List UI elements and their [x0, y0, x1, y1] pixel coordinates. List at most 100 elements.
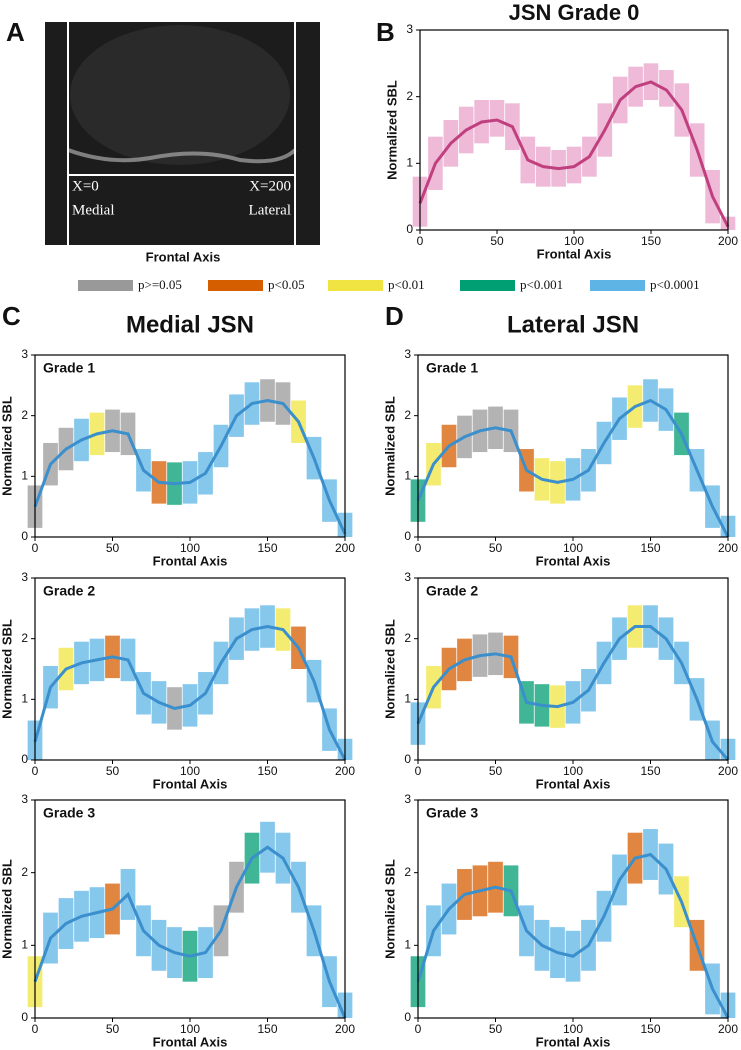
column-title: Lateral JSN	[507, 311, 639, 338]
right-side: Lateral	[249, 202, 291, 218]
legend-label: p>=0.05	[138, 277, 182, 292]
x-axis-label: Frontal Axis	[153, 553, 228, 568]
y-tick-label: 3	[404, 792, 411, 806]
x-tick-label: 0	[32, 1022, 39, 1036]
y-tick-label: 2	[406, 89, 413, 103]
x-axis-label: Frontal Axis	[536, 553, 611, 568]
y-tick-label: 0	[404, 1010, 411, 1024]
y-tick-label: 2	[404, 408, 411, 422]
x-tick-label: 200	[335, 541, 355, 555]
y-axis-label: Normalized SBL	[382, 619, 397, 719]
x-tick-label: 0	[32, 541, 39, 555]
right-x: X=200	[249, 178, 291, 194]
x-tick-label: 150	[641, 234, 661, 248]
chart: 0 1 2 3 0 50 100 150 200 Frontal Axis Normalized S…	[0, 347, 355, 568]
chart-title: Grade 3	[426, 805, 478, 821]
chart: 0 1 2 3 0 50 100 150 200 Frontal Axis Normalized S…	[382, 570, 738, 791]
y-tick-label: 1	[21, 692, 28, 706]
y-tick-label: 3	[404, 347, 411, 361]
y-tick-label: 0	[404, 752, 411, 766]
x-tick-label: 200	[718, 1022, 738, 1036]
median-line	[416, 852, 730, 1019]
y-axis-label: Normalized SBL	[382, 396, 397, 496]
x-tick-label: 100	[180, 764, 200, 778]
y-axis-label: Normalized SBL	[0, 396, 14, 496]
panel-a-image: X=0 Medial X=200 Lateral Frontal Axis	[45, 22, 320, 264]
x-tick-label: 100	[563, 1022, 583, 1036]
y-tick-label: 1	[404, 692, 411, 706]
x-tick-label: 100	[563, 764, 583, 778]
x-tick-label: 0	[417, 234, 424, 248]
y-tick-label: 0	[406, 222, 413, 236]
x-tick-label: 150	[640, 764, 660, 778]
x-tick-label: 100	[180, 1022, 200, 1036]
x-tick-label: 50	[489, 541, 503, 555]
panel-label: C	[2, 301, 21, 331]
median-line	[33, 845, 347, 1019]
chart-title: Grade 3	[43, 805, 95, 821]
x-tick-label: 200	[718, 541, 738, 555]
x-tick-label: 200	[335, 764, 355, 778]
chart: 0 1 2 3 0 50 100 150 200 Frontal Axis Normalized S…	[0, 792, 355, 1049]
chart: 0 1 2 3 0 50 100 150 200 Frontal Axis Normalized S…	[384, 0, 738, 261]
x-tick-label: 0	[415, 764, 422, 778]
axis-label: Frontal Axis	[146, 249, 221, 264]
x-axis-label: Frontal Axis	[153, 776, 228, 791]
legend-swatch	[460, 280, 515, 291]
x-tick-label: 50	[106, 764, 120, 778]
chart-title: Grade 1	[426, 360, 478, 376]
y-tick-label: 3	[21, 570, 28, 584]
y-tick-label: 2	[404, 865, 411, 879]
chart-title: Grade 2	[426, 583, 478, 599]
mri-cartilage	[67, 148, 297, 164]
y-tick-label: 3	[21, 347, 28, 361]
y-tick-label: 3	[406, 22, 413, 36]
x-tick-label: 150	[257, 764, 277, 778]
y-axis-label: Normalized SBL	[384, 80, 399, 180]
chart-title: Grade 2	[43, 583, 95, 599]
y-axis-label: Normalized SBL	[382, 859, 397, 959]
left-x: X=0	[72, 178, 99, 194]
median-line	[416, 625, 730, 761]
y-tick-label: 1	[21, 469, 28, 483]
x-axis-label: Frontal Axis	[536, 776, 611, 791]
median-line	[418, 80, 730, 228]
column-title: Medial JSN	[126, 311, 254, 338]
panel-label: B	[376, 17, 395, 47]
y-tick-label: 0	[21, 1010, 28, 1024]
y-tick-label: 2	[21, 631, 28, 645]
x-tick-label: 50	[489, 764, 503, 778]
y-axis-label: Normalized SBL	[0, 859, 14, 959]
x-tick-label: 0	[415, 1022, 422, 1036]
x-axis-label: Frontal Axis	[536, 1034, 611, 1049]
legend-label: p<0.001	[520, 277, 563, 292]
mri-shape	[70, 25, 290, 165]
panel-label: D	[385, 301, 404, 331]
x-tick-label: 50	[106, 1022, 120, 1036]
x-tick-label: 200	[718, 764, 738, 778]
legend-swatch	[78, 280, 133, 291]
x-tick-label: 100	[180, 541, 200, 555]
median-line	[416, 398, 730, 538]
chart: 0 1 2 3 0 50 100 150 200 Frontal Axis Normalized S…	[382, 792, 738, 1049]
y-tick-label: 0	[21, 529, 28, 543]
legend-swatch	[328, 280, 383, 291]
legend-swatch	[208, 280, 263, 291]
x-tick-label: 0	[32, 764, 39, 778]
y-tick-label: 1	[404, 469, 411, 483]
x-tick-label: 150	[640, 1022, 660, 1036]
median-line	[33, 398, 347, 535]
y-tick-label: 2	[21, 408, 28, 422]
y-tick-label: 3	[21, 792, 28, 806]
x-tick-label: 50	[490, 234, 504, 248]
y-tick-label: 0	[404, 529, 411, 543]
chart: 0 1 2 3 0 50 100 150 200 Frontal Axis Normalized S…	[0, 570, 355, 791]
y-tick-label: 1	[406, 156, 413, 170]
x-tick-label: 50	[106, 541, 120, 555]
y-tick-label: 2	[21, 865, 28, 879]
x-axis-label: Frontal Axis	[537, 246, 612, 261]
x-tick-label: 200	[718, 234, 738, 248]
x-tick-label: 150	[257, 1022, 277, 1036]
x-tick-label: 0	[415, 541, 422, 555]
